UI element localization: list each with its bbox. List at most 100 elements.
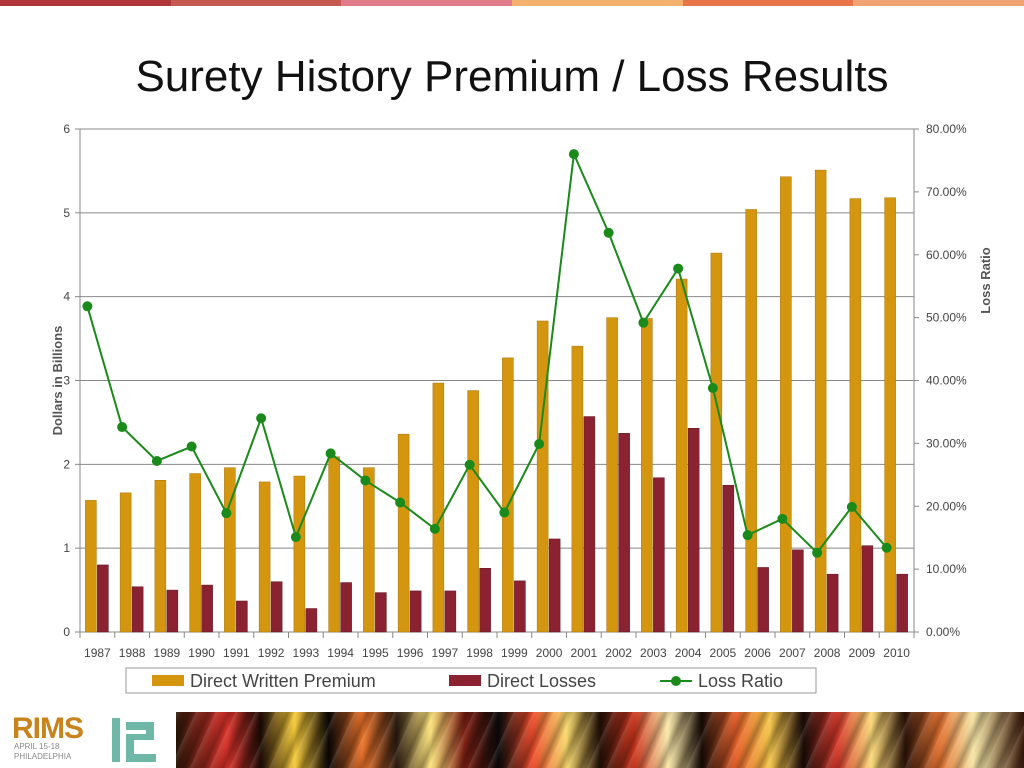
losses-bar — [548, 538, 561, 633]
rims-logo: RIMS APRIL 15-18 PHILADELPHIA — [12, 712, 162, 768]
losses-bar — [305, 608, 318, 633]
y-left-tick-label: 6 — [63, 122, 70, 136]
x-tick-label: 1994 — [327, 646, 354, 660]
loss-ratio-point — [464, 459, 475, 470]
premium-bar — [745, 209, 757, 633]
premium-bar — [849, 198, 862, 633]
loss-ratio-point — [638, 317, 649, 328]
top-color-segment — [512, 0, 683, 6]
x-tick-label: 1997 — [432, 646, 459, 660]
loss-ratio-point — [325, 448, 336, 459]
legend-label: Direct Written Premium — [190, 671, 376, 691]
x-tick-label: 2010 — [883, 646, 910, 660]
losses-bar — [861, 545, 874, 633]
premium-bar — [467, 390, 479, 633]
x-tick-label: 2008 — [814, 646, 841, 660]
top-color-segment — [170, 0, 342, 6]
losses-bar — [826, 573, 839, 633]
y-right-tick-label: 60.00% — [926, 248, 967, 262]
loss-ratio-point — [742, 530, 753, 541]
legend-swatch — [449, 675, 481, 686]
x-tick-label: 2004 — [675, 646, 702, 660]
premium-bar — [780, 176, 792, 633]
loss-ratio-point — [707, 383, 718, 394]
x-tick-label: 2007 — [779, 646, 806, 660]
x-tick-label: 1987 — [84, 646, 111, 660]
premium-bar — [85, 500, 97, 633]
premium-bar — [119, 492, 132, 633]
logo-number-graphic — [112, 718, 156, 762]
loss-ratio-point — [360, 475, 371, 486]
losses-bar — [375, 592, 387, 633]
premium-bar — [154, 480, 167, 633]
logo-date: APRIL 15-18 — [14, 742, 60, 751]
premium-bar — [363, 467, 375, 633]
losses-bar — [618, 433, 630, 633]
y-left-tick-label: 3 — [63, 374, 70, 388]
top-color-segment — [0, 0, 171, 6]
loss-ratio-point — [117, 422, 128, 433]
x-tick-label: 1998 — [466, 646, 493, 660]
footer: RIMS APRIL 15-18 PHILADELPHIA — [0, 712, 1024, 768]
premium-bar — [258, 481, 271, 633]
loss-ratio-point — [777, 513, 788, 524]
x-tick-label: 1999 — [501, 646, 528, 660]
loss-ratio-point — [881, 542, 892, 553]
losses-bar — [270, 581, 283, 633]
losses-bar — [131, 586, 144, 633]
y-left-tick-label: 0 — [63, 625, 70, 639]
premium-bar — [536, 320, 549, 633]
loss-ratio-point — [673, 263, 684, 274]
losses-bar — [201, 584, 213, 633]
losses-bar — [687, 428, 700, 633]
x-tick-label: 2005 — [710, 646, 737, 660]
y-right-axis-title: Loss Ratio — [978, 247, 993, 314]
premium-bar — [641, 318, 653, 633]
x-tick-label: 1993 — [293, 646, 320, 660]
legend-label: Loss Ratio — [698, 671, 783, 691]
losses-bar — [236, 600, 248, 633]
x-tick-label: 1992 — [258, 646, 285, 660]
x-tick-label: 1989 — [154, 646, 181, 660]
logo-city: PHILADELPHIA — [14, 752, 72, 761]
losses-bar — [479, 568, 491, 633]
losses-bar — [340, 582, 352, 633]
loss-ratio-point — [151, 455, 162, 466]
premium-bar — [502, 357, 514, 633]
premium-bar — [884, 197, 896, 633]
x-tick-label: 1995 — [362, 646, 389, 660]
legend-swatch-marker — [671, 676, 681, 686]
y-right-tick-label: 70.00% — [926, 185, 967, 199]
losses-bar — [896, 573, 908, 633]
losses-bar — [792, 549, 804, 633]
loss-ratio-point — [221, 508, 232, 519]
loss-ratio-point — [846, 501, 857, 512]
footer-photo-strip — [176, 712, 1024, 768]
x-tick-label: 1991 — [223, 646, 250, 660]
legend-swatch — [152, 675, 184, 686]
losses-bar — [722, 485, 735, 633]
x-tick-label: 2006 — [744, 646, 771, 660]
top-color-bar — [0, 0, 1024, 6]
y-right-tick-label: 30.00% — [926, 436, 967, 450]
premium-bar — [293, 475, 306, 633]
x-tick-label: 1990 — [188, 646, 215, 660]
premium-bar — [814, 169, 827, 633]
y-left-tick-label: 2 — [63, 457, 70, 471]
losses-bar — [444, 590, 457, 633]
x-tick-label: 2009 — [849, 646, 876, 660]
losses-bar — [583, 416, 596, 633]
loss-ratio-point — [429, 523, 440, 534]
x-tick-label: 2000 — [536, 646, 563, 660]
y-right-tick-label: 20.00% — [926, 499, 967, 513]
combo-chart: 01234560.00%10.00%20.00%30.00%40.00%50.0… — [50, 122, 993, 694]
legend-label: Direct Losses — [487, 671, 596, 691]
y-right-tick-label: 80.00% — [926, 122, 967, 136]
logo-wordmark: RIMS — [12, 712, 84, 745]
x-tick-label: 2001 — [571, 646, 598, 660]
losses-bar — [757, 567, 769, 633]
x-tick-label: 1988 — [119, 646, 146, 660]
losses-bar — [653, 477, 665, 633]
premium-bar — [606, 317, 618, 633]
top-color-segment — [341, 0, 513, 6]
